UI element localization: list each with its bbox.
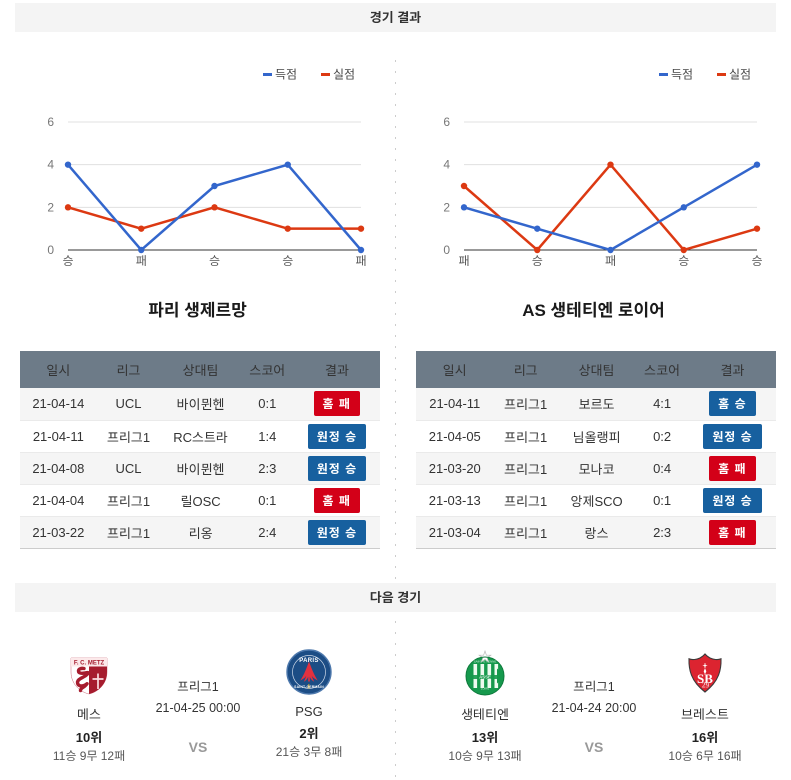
svg-text:득점: 득점 (275, 68, 297, 82)
svg-text:패: 패 (458, 254, 469, 268)
svg-text:실점: 실점 (729, 68, 751, 82)
svg-text:승: 승 (62, 254, 73, 268)
svg-text:6: 6 (47, 115, 54, 129)
svg-text:0: 0 (47, 243, 54, 257)
svg-text:F. C. METZ: F. C. METZ (74, 661, 105, 667)
svg-text:6: 6 (443, 115, 450, 129)
svg-text:패: 패 (605, 254, 616, 268)
svg-text:승: 승 (532, 254, 543, 268)
svg-text:SAINT-ETIENNE: SAINT-ETIENNE (474, 660, 497, 664)
svg-text:0: 0 (443, 243, 450, 257)
svg-text:패: 패 (355, 254, 366, 268)
svg-text:SAINT-GERMAIN: SAINT-GERMAIN (294, 685, 324, 689)
svg-text:PARIS: PARIS (299, 658, 318, 664)
svg-text:승: 승 (751, 254, 762, 268)
svg-text:2: 2 (443, 200, 450, 214)
svg-text:승: 승 (209, 254, 220, 268)
svg-text:ASSE: ASSE (479, 674, 491, 679)
svg-text:승: 승 (678, 254, 689, 268)
svg-text:29: 29 (702, 681, 710, 690)
svg-text:LOIRE: LOIRE (481, 687, 490, 691)
svg-text:실점: 실점 (333, 68, 355, 82)
svg-text:득점: 득점 (671, 68, 693, 82)
svg-text:4: 4 (47, 158, 54, 172)
svg-text:패: 패 (136, 254, 147, 268)
svg-text:2: 2 (47, 200, 54, 214)
svg-text:4: 4 (443, 158, 450, 172)
svg-text:승: 승 (282, 254, 293, 268)
